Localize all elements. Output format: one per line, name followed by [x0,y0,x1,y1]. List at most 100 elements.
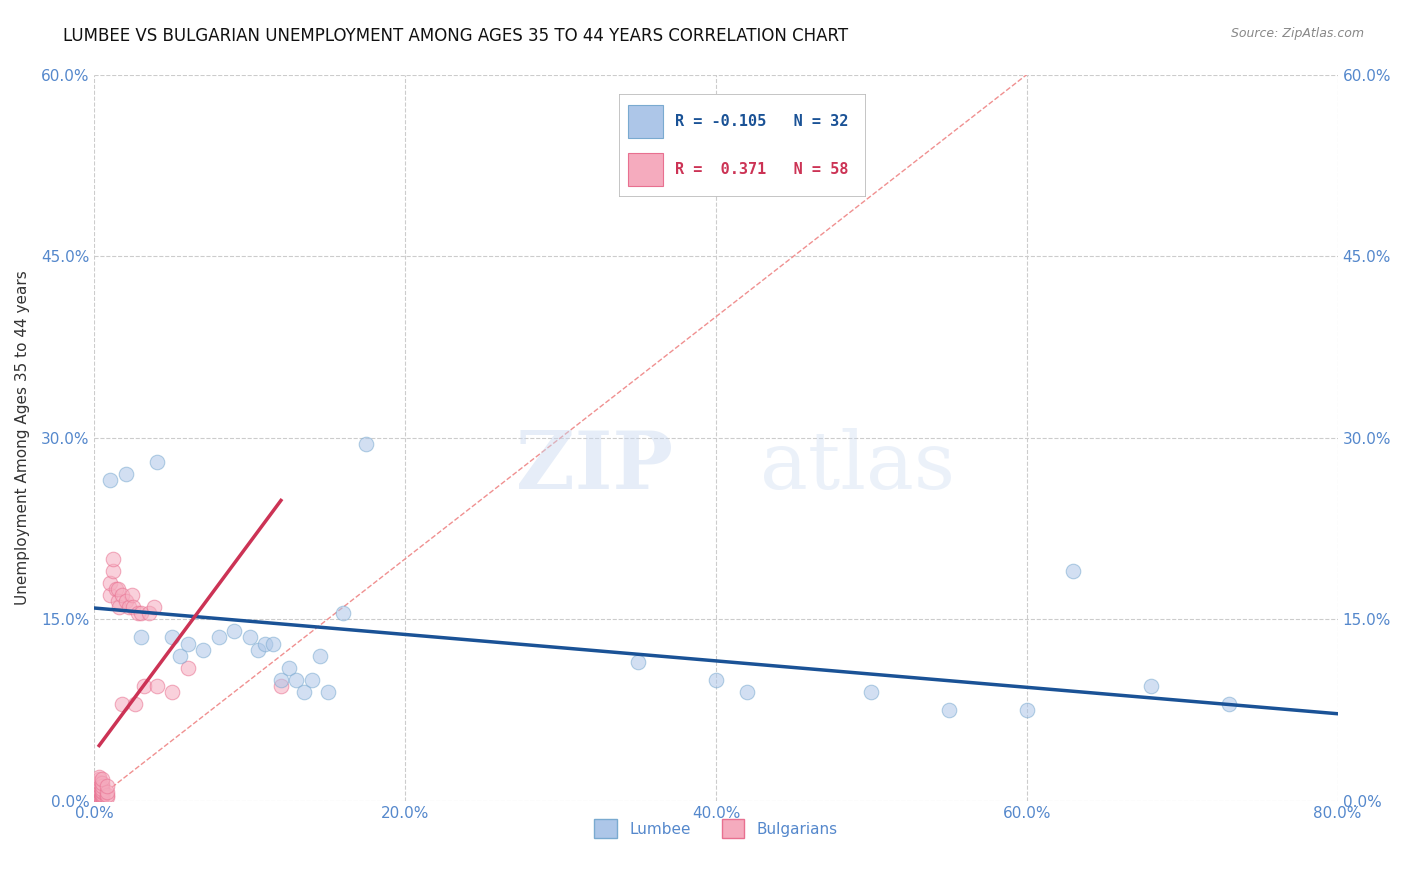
Point [96,785,118,799]
Point [145,455,167,469]
Y-axis label: Unemployment Among Ages 35 to 44 years: Unemployment Among Ages 35 to 44 years [15,270,30,605]
Point [860,685,883,699]
Point [89,789,111,803]
Point [101,564,124,578]
Point [91,787,114,801]
Point [91,780,114,794]
Point [89,790,111,805]
Point [127,606,149,620]
Point [129,606,152,620]
Point [89,788,111,802]
Point [114,594,136,608]
FancyBboxPatch shape [628,105,664,137]
Point [105,582,128,596]
Point [101,551,124,566]
Point [114,467,136,481]
Point [89,778,111,792]
Point [193,642,215,657]
Point [91,789,114,803]
Point [89,780,111,794]
Point [89,785,111,799]
Point [107,582,129,596]
Point [262,636,284,650]
Point [177,661,200,675]
Point [270,679,292,693]
Point [1015,703,1038,717]
Point [89,789,111,803]
Point [108,600,131,615]
Point [89,790,111,805]
Text: ZIP: ZIP [516,428,672,506]
Text: Source: ZipAtlas.com: Source: ZipAtlas.com [1230,27,1364,40]
Point [308,648,330,663]
Point [704,673,727,687]
Point [91,790,114,805]
Point [270,673,292,687]
Point [91,775,114,789]
Legend: Lumbee, Bulgarians: Lumbee, Bulgarians [588,814,844,844]
Point [121,588,143,602]
Point [177,636,200,650]
Point [332,606,354,620]
Point [160,685,183,699]
Point [224,624,246,639]
Point [96,788,118,802]
Point [239,631,262,645]
Point [89,784,111,798]
Point [735,685,758,699]
Point [316,685,339,699]
Point [89,774,111,789]
FancyBboxPatch shape [628,153,664,186]
Point [301,673,323,687]
Point [142,600,165,615]
Point [1062,564,1084,578]
Point [89,790,111,805]
Point [145,679,167,693]
Point [169,648,191,663]
Point [89,787,111,801]
Point [160,631,183,645]
Point [89,790,111,805]
Point [91,772,114,786]
Point [89,790,111,805]
Point [938,703,960,717]
Point [138,606,160,620]
Point [91,784,114,798]
Point [277,661,299,675]
Point [129,631,152,645]
Point [208,631,231,645]
Point [96,790,118,805]
Point [89,790,111,805]
Text: R =  0.371   N = 58: R = 0.371 N = 58 [675,162,849,178]
Text: R = -0.105   N = 32: R = -0.105 N = 32 [675,114,849,128]
Point [118,600,141,615]
Point [111,697,134,711]
Point [89,770,111,784]
Point [356,436,378,450]
Text: LUMBEE VS BULGARIAN UNEMPLOYMENT AMONG AGES 35 TO 44 YEARS CORRELATION CHART: LUMBEE VS BULGARIAN UNEMPLOYMENT AMONG A… [63,27,848,45]
Point [1140,679,1163,693]
Point [91,781,114,796]
Point [124,697,146,711]
Point [122,600,145,615]
Point [98,588,121,602]
Point [89,783,111,797]
Point [292,685,315,699]
Point [89,781,111,796]
Point [1218,697,1240,711]
Point [111,588,134,602]
Point [98,576,121,591]
Point [98,473,121,487]
Point [89,775,111,789]
Point [96,780,118,794]
Point [246,642,269,657]
Point [91,788,114,802]
Text: atlas: atlas [759,428,955,506]
Point [89,772,111,786]
Point [254,636,277,650]
Point [134,679,156,693]
Point [107,594,129,608]
Point [285,673,308,687]
Point [627,655,650,669]
Point [91,785,114,799]
